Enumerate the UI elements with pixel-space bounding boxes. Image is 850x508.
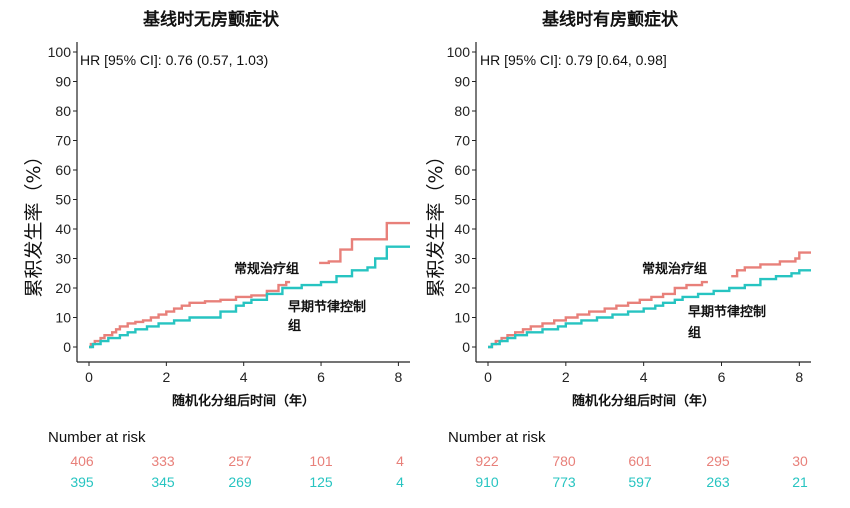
- hazard-ratio-text: HR [95% CI]: 0.76 (0.57, 1.03): [80, 52, 268, 68]
- y-tick-label: 100: [447, 44, 471, 60]
- annotation-early-rhythm-wrap: 组: [688, 325, 701, 341]
- risk-count-early: 597: [628, 474, 652, 490]
- hazard-ratio-text: HR [95% CI]: 0.79 [0.64, 0.98]: [480, 52, 667, 68]
- y-tick-label: 50: [454, 192, 470, 208]
- y-tick-label: 60: [55, 162, 71, 178]
- x-tick-label: 0: [484, 369, 492, 385]
- y-tick-label: 100: [48, 44, 72, 60]
- risk-count-early: 263: [706, 474, 730, 490]
- y-tick-label: 80: [55, 103, 71, 119]
- risk-count-early: 4: [396, 474, 404, 490]
- x-tick-label: 4: [240, 369, 248, 385]
- risk-count-conventional: 406: [70, 453, 94, 469]
- y-tick-label: 80: [454, 103, 470, 119]
- conventional-curve-late: [319, 221, 410, 265]
- y-axis-label: 累积发生率（%）: [425, 146, 447, 297]
- risk-table-title: Number at risk: [48, 429, 146, 446]
- x-tick-label: 6: [317, 369, 325, 385]
- risk-count-conventional: 333: [151, 453, 175, 469]
- risk-count-conventional: 601: [628, 453, 652, 469]
- y-tick-label: 30: [454, 251, 470, 267]
- risk-table-title: Number at risk: [448, 429, 546, 446]
- x-tick-label: 2: [162, 369, 170, 385]
- risk-count-conventional: 30: [792, 453, 808, 469]
- risk-count-early: 21: [792, 474, 808, 490]
- risk-count-early: 269: [228, 474, 252, 490]
- early-rhythm-curve: [89, 245, 410, 349]
- risk-count-conventional: 295: [706, 453, 730, 469]
- risk-count-conventional: 922: [475, 453, 499, 469]
- x-tick-label: 4: [640, 369, 648, 385]
- y-tick-label: 90: [55, 74, 71, 90]
- y-tick-label: 70: [454, 133, 470, 149]
- y-tick-label: 10: [55, 310, 71, 326]
- annotation-conventional: 常规治疗组: [234, 261, 299, 277]
- y-tick-label: 40: [55, 221, 71, 237]
- x-axis-label: 随机化分组后时间（年）: [172, 393, 315, 409]
- y-tick-label: 90: [454, 74, 470, 90]
- early-rhythm-curve: [488, 269, 811, 349]
- y-tick-label: 70: [55, 133, 71, 149]
- risk-count-early: 125: [309, 474, 333, 490]
- risk-count-conventional: 101: [309, 453, 333, 469]
- conventional-curve-late: [731, 251, 811, 278]
- x-axis-label: 随机化分组后时间（年）: [572, 393, 715, 409]
- annotation-conventional: 常规治疗组: [642, 261, 707, 277]
- risk-count-early: 773: [552, 474, 576, 490]
- annotation-early-rhythm: 早期节律控制: [288, 299, 366, 315]
- risk-count-conventional: 257: [228, 453, 252, 469]
- risk-count-early: 345: [151, 474, 175, 490]
- risk-count-early: 910: [475, 474, 499, 490]
- y-axis-label: 累积发生率（%）: [23, 146, 45, 297]
- conventional-curve: [89, 280, 291, 349]
- chart-title: 基线时有房颤症状: [541, 9, 679, 30]
- y-tick-label: 0: [63, 339, 71, 355]
- risk-count-conventional: 780: [552, 453, 576, 469]
- y-tick-label: 30: [55, 251, 71, 267]
- annotation-early-rhythm-wrap: 组: [288, 318, 301, 334]
- y-tick-label: 50: [55, 192, 71, 208]
- x-tick-label: 8: [795, 369, 803, 385]
- y-tick-label: 0: [462, 339, 470, 355]
- x-tick-label: 6: [718, 369, 726, 385]
- x-tick-label: 8: [394, 369, 402, 385]
- y-tick-label: 10: [454, 310, 470, 326]
- annotation-early-rhythm: 早期节律控制: [688, 304, 766, 320]
- y-tick-label: 60: [454, 162, 470, 178]
- y-tick-label: 20: [55, 280, 71, 296]
- x-tick-label: 2: [562, 369, 570, 385]
- conventional-curve: [488, 280, 708, 349]
- risk-count-early: 395: [70, 474, 94, 490]
- risk-count-conventional: 4: [396, 453, 404, 469]
- y-tick-label: 20: [454, 280, 470, 296]
- chart-title: 基线时无房颤症状: [142, 9, 280, 30]
- y-tick-label: 40: [454, 221, 470, 237]
- x-tick-label: 0: [85, 369, 93, 385]
